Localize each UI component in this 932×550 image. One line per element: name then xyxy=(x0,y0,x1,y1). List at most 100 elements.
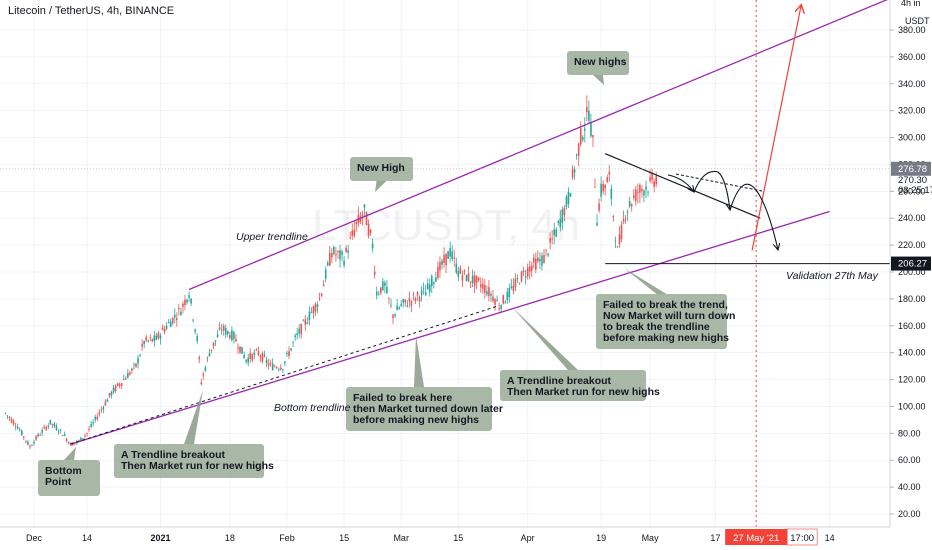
candle-body xyxy=(402,299,405,303)
candle-body xyxy=(428,284,431,292)
y-tick-label: 220.00 xyxy=(898,240,926,250)
candle-body xyxy=(510,286,513,288)
candle-body xyxy=(339,250,341,260)
candle-body xyxy=(208,353,211,357)
x-axis[interactable]: Dec 14 2021 18 Feb 15 Mar 15 Apr 19 May 17 14 27 May … xyxy=(0,526,932,550)
candle-body xyxy=(106,399,109,402)
candle-body xyxy=(176,318,178,320)
candle-body xyxy=(216,334,219,338)
candle-body xyxy=(494,299,496,305)
candle-body xyxy=(500,305,502,309)
candle-body xyxy=(233,331,235,340)
candle-body xyxy=(408,298,411,302)
y-tick-label: 240.00 xyxy=(898,213,926,223)
candle-body xyxy=(127,373,129,379)
candle-body xyxy=(608,171,611,175)
candle-body xyxy=(569,193,572,197)
last-price-value: 276.78 xyxy=(898,164,927,175)
candle-body xyxy=(518,283,521,285)
candle-body xyxy=(41,430,43,433)
candle-body xyxy=(59,429,62,431)
candle-body xyxy=(649,177,651,182)
candle-body xyxy=(471,275,474,283)
candle-body xyxy=(55,426,58,431)
candle-body xyxy=(333,246,335,254)
candle-body xyxy=(347,250,349,253)
candle-body xyxy=(641,189,643,192)
candle-body xyxy=(231,330,233,341)
candle-body xyxy=(171,317,174,324)
callout-box xyxy=(500,370,646,401)
candle-body xyxy=(539,258,541,262)
candle-body xyxy=(373,271,376,275)
candle-body xyxy=(139,355,141,357)
callout-pointer xyxy=(512,307,578,370)
candle-body xyxy=(549,237,551,243)
candle-body xyxy=(618,234,621,245)
candle-body xyxy=(151,339,154,342)
candle-body xyxy=(337,250,339,253)
candle-body xyxy=(204,367,207,371)
candle-body xyxy=(396,305,398,311)
candle-body xyxy=(616,246,619,248)
candle-body xyxy=(245,359,247,362)
y-tick-label: 360.00 xyxy=(898,52,926,62)
price-series xyxy=(4,95,657,450)
candle-body xyxy=(579,128,582,145)
candle-body xyxy=(635,189,637,202)
candle-body xyxy=(431,276,433,287)
callout-box xyxy=(38,460,100,496)
candle-body xyxy=(504,302,507,304)
validation-label: Validation 27th May xyxy=(786,270,879,282)
candle-body xyxy=(45,426,48,430)
callout-text: then Market turned down later xyxy=(353,403,503,415)
candle-body xyxy=(43,426,45,428)
candle-body xyxy=(190,298,192,304)
candle-body xyxy=(82,438,84,440)
x-tick-label: Dec xyxy=(26,533,43,543)
candle-body xyxy=(53,424,56,427)
candle-body xyxy=(61,435,64,436)
candle-body xyxy=(363,204,366,208)
candle-body xyxy=(322,284,325,287)
candle-body xyxy=(31,445,33,447)
candle-body xyxy=(294,335,296,338)
candle-body xyxy=(84,435,86,437)
candle-body xyxy=(369,229,372,233)
time-highlight-date: 27 May '21 xyxy=(733,533,779,544)
falling-trendline xyxy=(604,153,761,219)
y-axis[interactable]: 20.00 40.00 60.00 80.00 100.00 120.00 140.00 16… xyxy=(889,0,932,527)
candle-body xyxy=(159,335,162,339)
candle-body xyxy=(632,195,635,199)
candle-body xyxy=(224,328,227,335)
candle-body xyxy=(375,291,378,296)
candle-body xyxy=(192,319,194,321)
candle-body xyxy=(614,240,617,242)
x-tick-label: May xyxy=(642,533,660,543)
callout-pointer xyxy=(184,390,203,444)
candle-body xyxy=(129,372,131,375)
candle-body xyxy=(508,287,511,297)
candle-body xyxy=(110,391,113,396)
candle-body xyxy=(259,355,262,358)
candle-body xyxy=(212,342,215,347)
callout-pointer xyxy=(64,447,76,460)
candle-body xyxy=(65,438,68,441)
candle-body xyxy=(561,209,564,223)
support-price-tag-bg xyxy=(891,256,931,271)
candle-body xyxy=(292,342,294,343)
candle-body xyxy=(202,373,205,376)
candle-body xyxy=(349,237,351,239)
x-tick-label: 14 xyxy=(82,533,92,543)
candle-body xyxy=(645,186,647,190)
candle-body xyxy=(420,290,423,295)
candle-body xyxy=(67,442,70,444)
callout-box xyxy=(114,444,264,478)
trendlines xyxy=(0,0,895,527)
candle-body xyxy=(588,111,590,121)
candle-body xyxy=(526,267,529,277)
candle-body xyxy=(367,223,370,236)
candle-body xyxy=(173,314,176,318)
